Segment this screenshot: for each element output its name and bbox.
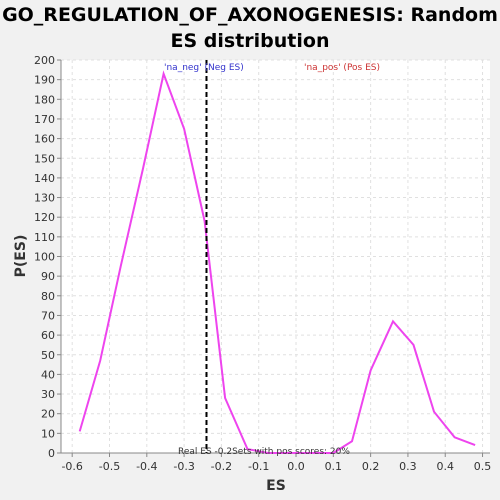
x-tick-label: 0.5 (474, 460, 492, 473)
x-tick-label: -0.4 (136, 460, 157, 473)
x-tick-label: -0.2 (211, 460, 232, 473)
y-tick-label: 190 (34, 74, 55, 87)
y-tick-label: 180 (34, 93, 55, 106)
y-tick-label: 20 (41, 408, 55, 421)
legend-neg: 'na_neg' (Neg ES) (164, 63, 244, 73)
y-tick-label: 70 (41, 309, 55, 322)
series-group (78, 70, 476, 454)
x-tick-label: -0.6 (61, 460, 82, 473)
es-distribution-line (78, 70, 476, 454)
x-tick-label: -0.1 (248, 460, 269, 473)
y-axis-ticks: 0 10 20 30 40 50 60 70 80 90 100 110 120 130 140 150 160… (34, 54, 61, 460)
plot-area (61, 60, 490, 453)
y-tick-label: 200 (34, 54, 55, 67)
legend-pos: 'na_pos' (Pos ES) (304, 63, 380, 73)
y-tick-label: 90 (41, 270, 55, 283)
y-tick-label: 80 (41, 290, 55, 303)
x-tick-label: 0.0 (287, 460, 305, 473)
y-tick-label: 140 (34, 172, 55, 185)
y-tick-label: 10 (41, 427, 55, 440)
y-tick-label: 40 (41, 368, 55, 381)
y-tick-label: 0 (48, 447, 55, 460)
x-tick-label: -0.3 (173, 460, 194, 473)
x-tick-label: 0.2 (362, 460, 380, 473)
y-axis-title: P(ES) (13, 235, 29, 278)
y-tick-label: 120 (34, 211, 55, 224)
x-axis-ticks: -0.6 -0.5 -0.4 -0.3 -0.2 -0.1 0.0 0.1 0.2 0.3 0.4 0… (61, 453, 491, 473)
y-tick-label: 130 (34, 192, 55, 205)
chart-title-line1: GO_REGULATION_OF_AXONOGENESIS: Random (2, 4, 498, 26)
y-tick-label: 30 (41, 388, 55, 401)
x-tick-label: 0.4 (436, 460, 454, 473)
y-tick-label: 160 (34, 133, 55, 146)
y-tick-label: 50 (41, 349, 55, 362)
x-tick-label: 0.3 (399, 460, 417, 473)
y-tick-label: 170 (34, 113, 55, 126)
chart-title-line2: ES distribution (170, 30, 330, 52)
x-axis-title: ES (266, 478, 286, 494)
x-tick-label: -0.5 (99, 460, 120, 473)
x-tick-label: 0.1 (325, 460, 343, 473)
chart-title: GO_REGULATION_OF_AXONOGENESIS: Random ES… (0, 2, 500, 54)
y-tick-label: 100 (34, 251, 55, 264)
annotation-real-es: Real ES -0.2Sets with pos scores: 20% (178, 447, 350, 457)
y-tick-label: 150 (34, 152, 55, 165)
y-tick-label: 60 (41, 329, 55, 342)
y-tick-label: 110 (34, 231, 55, 244)
